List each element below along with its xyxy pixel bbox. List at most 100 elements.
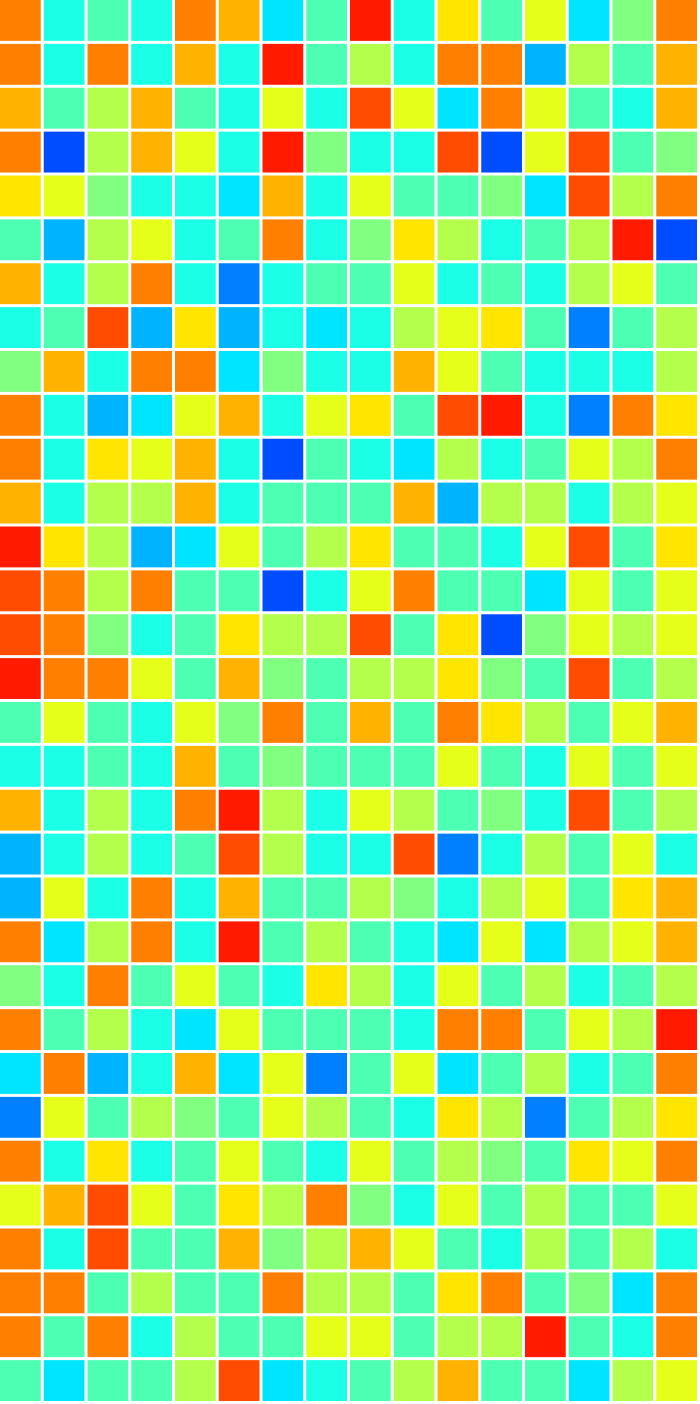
tile [481,219,522,260]
tile [613,878,654,919]
tile [306,307,347,348]
tile [219,483,260,524]
tile [525,1097,566,1138]
tile [394,219,435,260]
tile [613,570,654,611]
tile [131,88,172,129]
tile [613,1053,654,1094]
tile [569,1360,610,1401]
tile [219,263,260,304]
tile [525,1360,566,1401]
tile [131,0,172,41]
tile [306,1141,347,1182]
tile [394,614,435,655]
tile [44,1229,85,1270]
tile [306,527,347,568]
tile [88,0,129,41]
tile [263,483,304,524]
tile [0,1141,41,1182]
tile [0,570,41,611]
tile [350,395,391,436]
tile [131,176,172,217]
tile [569,44,610,85]
tile [481,395,522,436]
tile [263,921,304,962]
tile [656,1316,697,1357]
tile [525,1053,566,1094]
tile [481,263,522,304]
tile [394,44,435,85]
tile [44,570,85,611]
tile [613,658,654,699]
tile [44,614,85,655]
tile [306,88,347,129]
tile [44,878,85,919]
tile [131,1360,172,1401]
tile [263,307,304,348]
tile [131,614,172,655]
tile [219,1229,260,1270]
tile [263,1272,304,1313]
tile [263,1097,304,1138]
tile [175,176,216,217]
tile [88,263,129,304]
tile [569,790,610,831]
tile [44,395,85,436]
tile [438,1009,479,1050]
tile [88,614,129,655]
tile [438,132,479,173]
tile [350,527,391,568]
tile [525,1316,566,1357]
tile [656,263,697,304]
tile [481,132,522,173]
tile [88,702,129,743]
tile [569,1097,610,1138]
tile [656,1053,697,1094]
tile [306,570,347,611]
tile [131,1053,172,1094]
tile [131,702,172,743]
tile [656,0,697,41]
tile [613,1009,654,1050]
tile [263,88,304,129]
tile [394,878,435,919]
tile [656,351,697,392]
tile [219,878,260,919]
tile [525,307,566,348]
tile [481,0,522,41]
tile [131,570,172,611]
tile [0,351,41,392]
tile [175,263,216,304]
tile-grid [0,0,700,1404]
tile [0,263,41,304]
tile [88,483,129,524]
tile [350,1053,391,1094]
tile [613,483,654,524]
tile [263,1316,304,1357]
tile [0,44,41,85]
tile [525,658,566,699]
tile [438,702,479,743]
tile [525,483,566,524]
tile [131,1272,172,1313]
tile [0,965,41,1006]
tile [306,351,347,392]
tile [350,746,391,787]
tile [569,1053,610,1094]
tile [0,746,41,787]
tile [0,527,41,568]
tile [306,176,347,217]
tile [350,219,391,260]
tile [350,44,391,85]
tile [656,1141,697,1182]
tile [481,746,522,787]
tile [44,921,85,962]
tile [0,1229,41,1270]
tile [175,570,216,611]
tile [44,1185,85,1226]
tile [306,1229,347,1270]
tile [350,702,391,743]
tile [219,965,260,1006]
tile [0,790,41,831]
tile [88,1009,129,1050]
